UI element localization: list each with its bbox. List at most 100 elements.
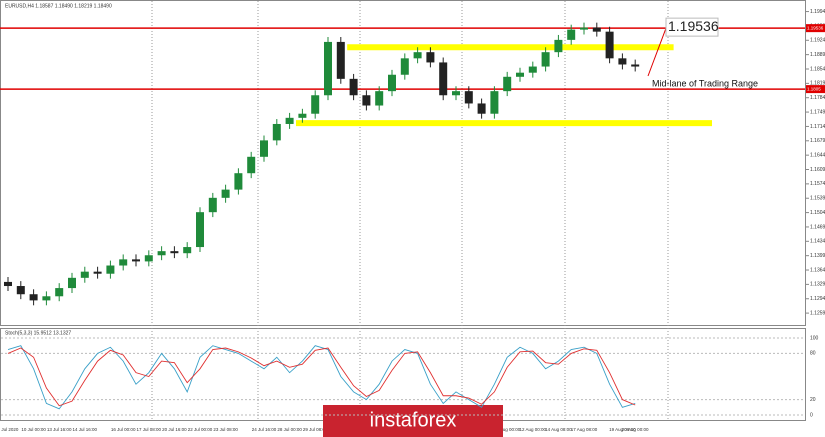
candle-body xyxy=(4,281,12,287)
candle-body xyxy=(298,113,307,118)
y-tick-label: 1.1329 xyxy=(810,282,825,288)
y-tick-label: 1.1819 xyxy=(810,81,825,87)
x-tick-label: 10 Jul 00:00 xyxy=(21,427,46,432)
candle-body xyxy=(93,271,102,274)
candle-body xyxy=(464,91,473,104)
x-tick-label: 16 Jul 00:00 xyxy=(111,427,136,432)
stoch-line xyxy=(7,345,636,410)
candle-body xyxy=(477,103,486,114)
candle-body xyxy=(16,286,25,295)
candle-body xyxy=(196,212,204,248)
x-tick-label: 23 Jul 08:00 xyxy=(213,427,238,432)
x-tick-label: 12 Aug 00:00 xyxy=(520,427,547,432)
y-tick-label: 80 xyxy=(810,351,816,357)
x-tick-label: 20 Aug 00:00 xyxy=(622,427,649,432)
candle-body xyxy=(336,41,345,79)
candle-body xyxy=(592,27,601,32)
y-tick-label: 1.1854 xyxy=(810,66,825,72)
candle-body xyxy=(388,74,396,92)
x-tick-label: 20 Jul 16:00 xyxy=(162,427,187,432)
candle-body xyxy=(247,156,256,174)
candle-body xyxy=(375,91,384,106)
x-tick-label: 13 Jul 16:00 xyxy=(47,427,72,432)
x-tick-label: 14 Aug 08:00 xyxy=(545,427,572,432)
x-tick-label: 24 Jul 16:00 xyxy=(252,427,277,432)
candle-body xyxy=(144,255,153,262)
x-tick-label: 29 Jul 08:00 xyxy=(303,427,328,432)
y-tick-label: 1.1539 xyxy=(810,196,825,202)
y-tick-label: 1.1504 xyxy=(810,210,825,216)
price-frame xyxy=(0,0,806,326)
y-tick-label: 20 xyxy=(810,397,816,403)
candle-body xyxy=(42,296,51,301)
candle-body xyxy=(631,64,640,67)
candle-body xyxy=(580,27,588,30)
x-tick-label: 17 Aug 08:00 xyxy=(571,427,598,432)
candle-body xyxy=(362,95,371,106)
x-tick-label: 8 Jul 2020 xyxy=(0,427,19,432)
candle-body xyxy=(106,265,115,274)
chart-header: EURUSD,H4 1.18587 1.18490 1.18219 1.1849… xyxy=(5,3,112,9)
candle-body xyxy=(324,41,332,96)
candle-body xyxy=(452,91,460,96)
candle-body xyxy=(260,140,268,157)
y-tick-label: 1.1644 xyxy=(810,152,825,158)
candle-body xyxy=(516,72,524,77)
stoch-line xyxy=(7,347,636,407)
candle-body xyxy=(426,52,435,63)
callout-box xyxy=(665,17,719,37)
watermark: instaforex xyxy=(370,409,457,431)
x-tick-label: 14 Jul 16:00 xyxy=(73,427,98,432)
x-tick-label: 17 Jul 08:00 xyxy=(137,427,162,432)
candle-body xyxy=(400,58,409,75)
candle-body xyxy=(285,117,294,124)
candle-body xyxy=(119,259,128,266)
candle-body xyxy=(157,251,166,256)
candle-body xyxy=(234,173,243,190)
candle-body xyxy=(605,31,614,59)
candle-body xyxy=(80,271,89,278)
candle-body xyxy=(221,189,230,198)
candle-body xyxy=(490,91,499,114)
candle-body xyxy=(170,251,179,254)
y-tick-label: 1.1714 xyxy=(810,124,825,130)
y-tick-label: 1.1294 xyxy=(810,296,825,302)
candle-body xyxy=(413,52,422,59)
x-tick-label: 28 Jul 00:00 xyxy=(277,427,302,432)
y-tick-label: 1.1364 xyxy=(810,267,825,273)
y-tick-label: 1.1469 xyxy=(810,224,825,230)
candle-body xyxy=(618,58,627,65)
candle-body xyxy=(29,294,38,301)
candle-body xyxy=(554,39,563,53)
y-tick-label: 1.1609 xyxy=(810,167,825,173)
y-tick-label: 1.1574 xyxy=(810,181,825,187)
callout-arrow xyxy=(647,27,667,77)
candle-body xyxy=(439,62,448,96)
candle-body xyxy=(503,76,512,92)
price-label: 1.1805 xyxy=(807,86,821,91)
candle-body xyxy=(208,197,217,213)
candle-body xyxy=(183,247,192,254)
y-tick-label: 100 xyxy=(810,335,819,341)
candle-body xyxy=(68,277,76,289)
candle-body xyxy=(349,78,358,96)
callout-text: 1.19536 xyxy=(668,18,719,34)
candle-body xyxy=(541,52,550,67)
candle-body xyxy=(528,66,537,73)
x-tick-label: 22 Jul 00:00 xyxy=(188,427,213,432)
candle-body xyxy=(567,29,576,40)
y-tick-label: 1.1434 xyxy=(810,239,825,245)
candle-body xyxy=(55,288,64,297)
candle-body xyxy=(132,259,140,262)
y-tick-label: 1.1679 xyxy=(810,138,825,144)
y-tick-label: 1.1784 xyxy=(810,95,825,101)
price-label-box xyxy=(806,24,825,33)
y-tick-label: 1.1994 xyxy=(810,9,825,15)
y-tick-label: 1.1259 xyxy=(810,310,825,316)
y-tick-label: 1.1399 xyxy=(810,253,825,259)
candle-body xyxy=(272,123,281,141)
y-tick-label: 1.1924 xyxy=(810,38,825,44)
y-tick-label: 0 xyxy=(810,412,813,418)
